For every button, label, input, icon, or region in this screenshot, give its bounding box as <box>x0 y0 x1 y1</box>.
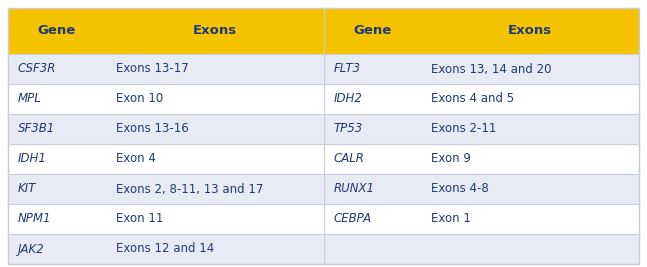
Bar <box>324 204 421 234</box>
Text: KIT: KIT <box>18 183 36 195</box>
Bar <box>106 174 324 204</box>
Bar <box>8 174 106 204</box>
Bar <box>324 8 421 54</box>
Text: Exons 4-8: Exons 4-8 <box>432 183 489 195</box>
Text: JAK2: JAK2 <box>18 242 45 256</box>
Bar <box>421 204 639 234</box>
Text: NPM1: NPM1 <box>18 213 52 226</box>
Text: Exons: Exons <box>508 25 553 37</box>
Text: CSF3R: CSF3R <box>18 62 56 76</box>
Bar <box>8 8 106 54</box>
Text: Exons 2, 8-11, 13 and 17: Exons 2, 8-11, 13 and 17 <box>116 183 263 195</box>
Text: IDH1: IDH1 <box>18 152 47 166</box>
Bar <box>8 84 106 114</box>
Text: Exon 4: Exon 4 <box>116 152 156 166</box>
Bar <box>106 54 324 84</box>
Text: Gene: Gene <box>38 25 76 37</box>
Bar <box>106 8 324 54</box>
Bar <box>8 54 106 84</box>
Bar <box>8 204 106 234</box>
Text: Exons 4 and 5: Exons 4 and 5 <box>432 92 514 105</box>
Bar <box>324 54 421 84</box>
Text: Exon 10: Exon 10 <box>116 92 163 105</box>
Text: MPL: MPL <box>18 92 42 105</box>
Bar <box>421 8 639 54</box>
Bar <box>421 84 639 114</box>
Bar <box>421 174 639 204</box>
Bar <box>106 144 324 174</box>
Text: Exon 1: Exon 1 <box>432 213 471 226</box>
Bar <box>106 114 324 144</box>
Text: IDH2: IDH2 <box>333 92 362 105</box>
Bar <box>106 84 324 114</box>
Text: TP53: TP53 <box>333 123 363 135</box>
Bar <box>8 114 106 144</box>
Text: Exons 12 and 14: Exons 12 and 14 <box>116 242 214 256</box>
Text: CALR: CALR <box>333 152 364 166</box>
Text: Exons 13-17: Exons 13-17 <box>116 62 188 76</box>
Text: FLT3: FLT3 <box>333 62 360 76</box>
Bar <box>421 54 639 84</box>
Text: Gene: Gene <box>353 25 391 37</box>
Bar <box>324 234 421 264</box>
Text: Exon 11: Exon 11 <box>116 213 163 226</box>
Text: CEBPA: CEBPA <box>333 213 371 226</box>
Bar <box>106 204 324 234</box>
Bar <box>8 234 106 264</box>
Text: Exons 13, 14 and 20: Exons 13, 14 and 20 <box>432 62 552 76</box>
Text: Exons: Exons <box>193 25 237 37</box>
Text: Exon 9: Exon 9 <box>432 152 471 166</box>
Bar <box>8 144 106 174</box>
Bar <box>324 144 421 174</box>
Bar <box>324 174 421 204</box>
Bar <box>324 84 421 114</box>
Bar <box>324 114 421 144</box>
Bar <box>106 234 324 264</box>
Bar <box>421 234 639 264</box>
Text: Exons 13-16: Exons 13-16 <box>116 123 188 135</box>
Text: Exons 2-11: Exons 2-11 <box>432 123 497 135</box>
Bar <box>421 144 639 174</box>
Bar <box>421 114 639 144</box>
Text: RUNX1: RUNX1 <box>333 183 375 195</box>
Text: SF3B1: SF3B1 <box>18 123 55 135</box>
